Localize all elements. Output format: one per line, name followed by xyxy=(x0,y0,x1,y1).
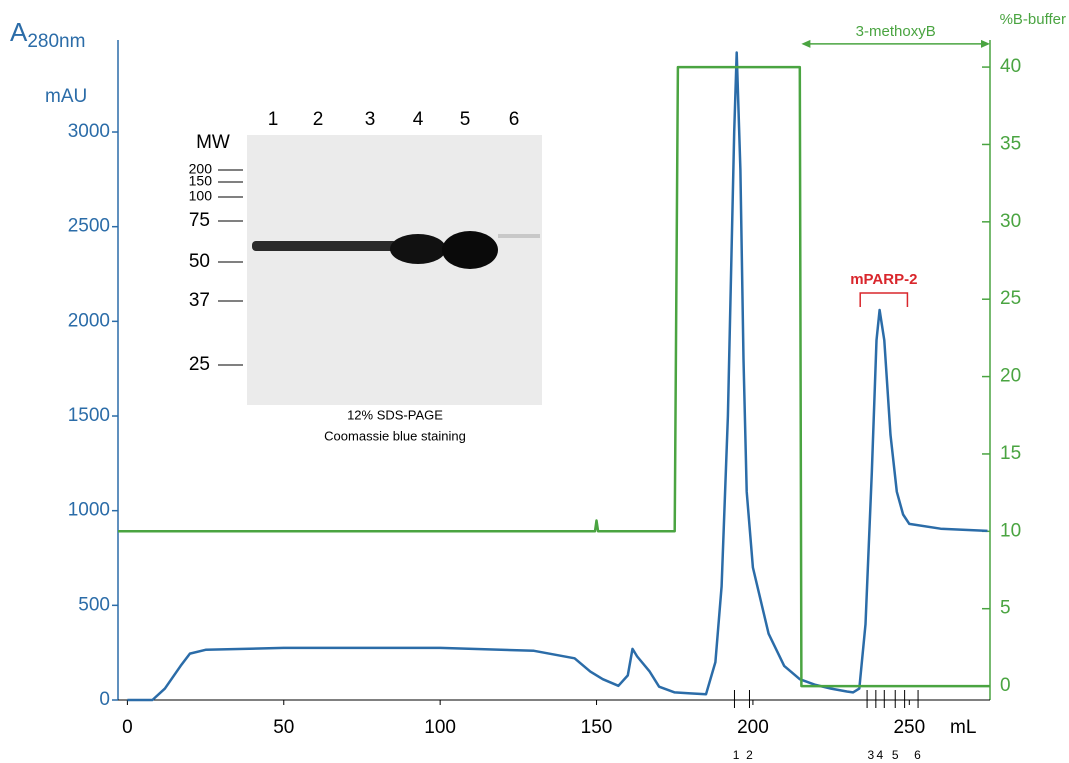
y-axis-label-main: A xyxy=(10,17,28,47)
y2-axis-label: %B-buffer xyxy=(1000,11,1066,28)
gel-mw-label: 50 xyxy=(189,251,210,272)
fraction-label: 5 xyxy=(892,748,899,762)
gel-lane-label: 6 xyxy=(509,109,520,130)
fraction-label: 2 xyxy=(746,748,753,762)
annotation-label: 3-methoxyB xyxy=(856,23,936,40)
gel-band xyxy=(498,234,540,238)
x-tick-label: 150 xyxy=(581,717,613,738)
gel-lane-label: 1 xyxy=(268,109,279,130)
series-line xyxy=(127,51,988,702)
gel-caption: 12% SDS-PAGE xyxy=(347,407,443,422)
fraction-label: 3 xyxy=(867,748,874,762)
gel-mw-label: 150 xyxy=(189,173,213,189)
gel-caption: Coomassie blue staining xyxy=(324,428,466,443)
gel-band xyxy=(390,234,446,264)
y-axis-unit: mAU xyxy=(45,86,87,107)
y2-tick-label: 0 xyxy=(1000,675,1011,696)
y-tick-label: 0 xyxy=(99,689,110,710)
y2-tick-label: 15 xyxy=(1000,443,1021,464)
y2-tick-label: 30 xyxy=(1000,211,1021,232)
y-tick-label: 1000 xyxy=(68,500,110,521)
y-tick-label: 3000 xyxy=(68,121,110,142)
gel-lane-label: 4 xyxy=(413,109,424,130)
fraction-label: 4 xyxy=(877,748,884,762)
fraction-label: 1 xyxy=(733,748,740,762)
fraction-label: 6 xyxy=(914,748,921,762)
y2-tick-label: 10 xyxy=(1000,520,1021,541)
y2-tick-label: 40 xyxy=(1000,56,1021,77)
annotation-bracket xyxy=(859,292,909,307)
x-tick-label: 100 xyxy=(424,717,456,738)
gel-lane-label: 5 xyxy=(460,109,471,130)
gel-mw-title: MW xyxy=(196,132,230,153)
y-tick-label: 2500 xyxy=(68,216,110,237)
gel-image xyxy=(247,135,542,405)
x-tick-label: 200 xyxy=(737,717,769,738)
y-tick-label: 2000 xyxy=(68,310,110,331)
gel-mw-label: 200 xyxy=(189,161,213,177)
gel-lane-label: 2 xyxy=(313,109,324,130)
gel-band xyxy=(252,241,397,251)
x-tick-label: 250 xyxy=(893,717,925,738)
y-axis-label-sub: 280nm xyxy=(27,31,85,52)
gel-mw-label: 75 xyxy=(189,210,210,231)
y-tick-label: 1500 xyxy=(68,405,110,426)
gel-band xyxy=(442,231,498,269)
y-axis-label: A280nm xyxy=(10,17,85,52)
gel-lane-label: 3 xyxy=(365,109,376,130)
x-axis-unit: mL xyxy=(950,717,976,738)
x-tick-label: 0 xyxy=(122,717,133,738)
y2-tick-label: 5 xyxy=(1000,598,1011,619)
annotation-label: mPARP-2 xyxy=(850,271,917,288)
y2-tick-label: 20 xyxy=(1000,366,1021,387)
y2-tick-label: 25 xyxy=(1000,288,1021,309)
x-tick-label: 50 xyxy=(273,717,294,738)
y2-tick-label: 35 xyxy=(1000,133,1021,154)
gel-inset xyxy=(247,135,542,405)
gel-mw-label: 100 xyxy=(189,188,213,204)
y-tick-label: 500 xyxy=(78,594,110,615)
gel-mw-label: 37 xyxy=(189,290,210,311)
series-line xyxy=(118,65,990,688)
gel-mw-label: 25 xyxy=(189,354,210,375)
